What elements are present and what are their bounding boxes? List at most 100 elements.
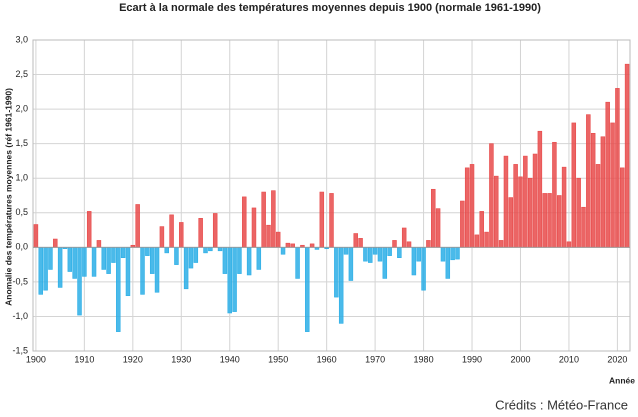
bar xyxy=(406,241,412,248)
x-tick-label: 1990 xyxy=(462,354,482,364)
bar xyxy=(474,234,480,248)
bar xyxy=(552,141,557,248)
bar xyxy=(242,196,247,248)
bar xyxy=(203,247,208,254)
bar xyxy=(174,247,179,265)
bar xyxy=(120,247,126,258)
y-tick-label: -0,5 xyxy=(12,276,28,286)
bar xyxy=(615,88,620,248)
bar xyxy=(377,247,383,262)
bar xyxy=(67,247,73,272)
bar xyxy=(421,247,426,291)
chart-title: Ecart à la normale des températures moye… xyxy=(119,2,541,14)
bar xyxy=(440,247,446,262)
x-tick-label: 2010 xyxy=(559,354,579,364)
bar xyxy=(479,211,484,248)
bar xyxy=(96,240,102,248)
bar xyxy=(368,247,373,263)
bar xyxy=(193,247,199,263)
y-tick-label: 1,5 xyxy=(15,138,28,148)
bar xyxy=(343,247,349,255)
bar xyxy=(140,247,145,295)
grid-layer xyxy=(32,39,631,352)
bar xyxy=(145,247,150,256)
bar xyxy=(416,247,421,262)
y-tick-label: 1,0 xyxy=(15,173,28,183)
bar xyxy=(600,136,606,248)
bar xyxy=(590,133,596,248)
bar xyxy=(82,247,87,277)
bar xyxy=(57,247,63,288)
bar xyxy=(116,247,121,332)
x-axis-label: Année xyxy=(609,375,635,385)
bar xyxy=(271,190,276,248)
bar xyxy=(494,175,499,248)
bar xyxy=(532,153,538,248)
bar xyxy=(561,166,567,248)
bar xyxy=(518,176,523,248)
bar xyxy=(450,247,455,261)
bar xyxy=(363,247,368,262)
bar xyxy=(77,247,82,316)
bar xyxy=(581,206,586,248)
bar xyxy=(251,207,257,248)
bar xyxy=(48,247,53,270)
bar xyxy=(198,218,203,248)
bar xyxy=(435,208,441,248)
bar xyxy=(169,214,174,248)
bar xyxy=(329,193,334,248)
bar xyxy=(498,240,504,248)
y-tick-label: 2,0 xyxy=(15,103,28,113)
y-tick-label: -1,0 xyxy=(12,311,28,321)
bar xyxy=(464,167,470,248)
bar xyxy=(460,200,465,248)
bar xyxy=(334,247,339,298)
bar xyxy=(586,114,591,248)
bar xyxy=(431,188,436,248)
bar xyxy=(605,101,610,248)
bar xyxy=(445,247,451,279)
bar xyxy=(53,238,58,248)
x-tick-label: 1900 xyxy=(26,354,46,364)
bar xyxy=(237,247,242,274)
bar xyxy=(101,247,106,270)
bar xyxy=(149,247,155,274)
y-axis-label: Anomalie des températures moyennes (réf … xyxy=(3,88,13,306)
bar xyxy=(503,155,509,248)
bar xyxy=(610,122,615,248)
bar xyxy=(508,197,514,248)
bar xyxy=(624,63,630,248)
bar xyxy=(266,224,271,248)
bar xyxy=(537,130,543,248)
bar xyxy=(111,247,116,263)
plot-frame xyxy=(32,39,631,352)
bar xyxy=(309,243,315,248)
bar xyxy=(290,243,295,248)
bar xyxy=(179,222,184,248)
bar xyxy=(232,247,237,312)
bar xyxy=(246,247,252,276)
bar xyxy=(484,231,489,248)
bar xyxy=(566,241,572,248)
bar xyxy=(106,247,111,274)
bar xyxy=(135,204,140,248)
bar xyxy=(397,247,402,258)
bar xyxy=(527,177,533,248)
bar xyxy=(164,247,169,254)
bar xyxy=(256,247,262,270)
bar xyxy=(542,193,547,248)
bar xyxy=(372,247,378,255)
x-tick-label: 1910 xyxy=(74,354,94,364)
bar xyxy=(392,240,397,248)
bar xyxy=(38,247,43,295)
bar xyxy=(217,247,223,252)
bar xyxy=(513,164,518,248)
bar xyxy=(275,231,281,248)
bar xyxy=(469,164,475,248)
bar xyxy=(426,240,431,248)
bar xyxy=(188,247,194,269)
x-tick-label: 2020 xyxy=(607,354,627,364)
bar xyxy=(222,247,228,274)
bar xyxy=(523,155,528,248)
bar xyxy=(571,122,577,248)
